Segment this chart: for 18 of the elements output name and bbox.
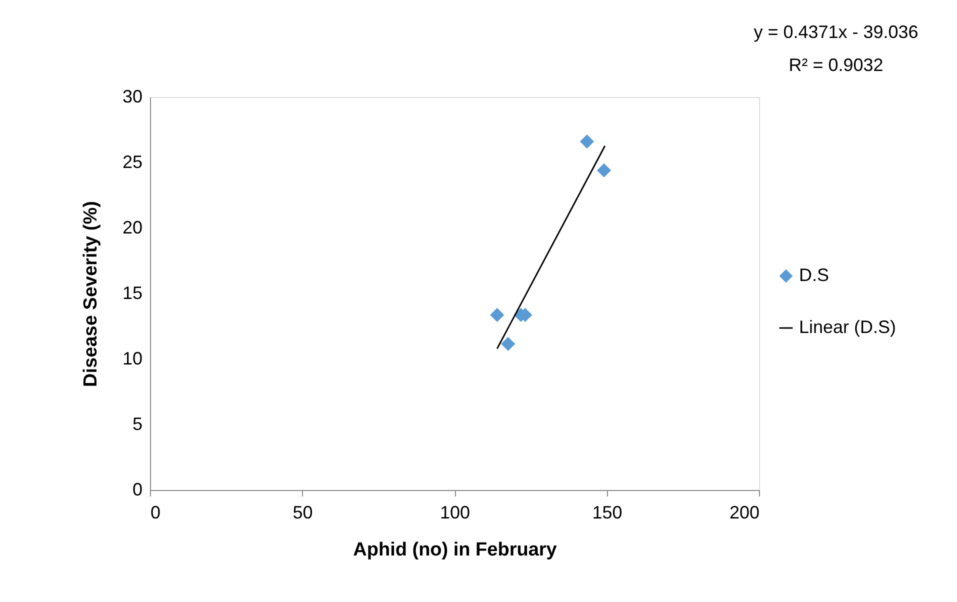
x-tick-label: 50	[292, 502, 313, 522]
x-tick-label: 0	[150, 502, 161, 522]
y-tick-label: 30	[122, 86, 142, 106]
y-tick-label: 0	[132, 480, 142, 500]
legend-label: Linear (D.S)	[799, 317, 896, 337]
y-axis-title: Disease Severity (%)	[80, 201, 102, 387]
legend-label: D.S	[799, 265, 830, 285]
x-tick-label: 100	[440, 502, 470, 522]
y-tick-label: 15	[122, 283, 142, 303]
y-tick-label: 25	[122, 152, 142, 172]
x-tick-label: 150	[592, 502, 622, 522]
y-tick-label: 5	[132, 414, 142, 434]
x-tick-label: 200	[729, 502, 760, 522]
x-axis-title: Aphid (no) in February	[353, 540, 558, 560]
y-tick-label: 10	[122, 348, 142, 368]
text: R² = 0.9032	[788, 55, 884, 75]
y-tick-label: 20	[122, 218, 142, 238]
text: y = 0.4371x - 39.036	[754, 22, 918, 42]
